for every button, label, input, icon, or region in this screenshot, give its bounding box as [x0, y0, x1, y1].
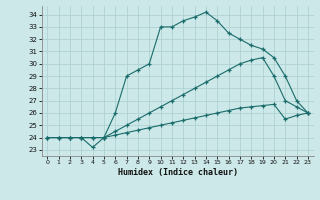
X-axis label: Humidex (Indice chaleur): Humidex (Indice chaleur) — [118, 168, 237, 177]
